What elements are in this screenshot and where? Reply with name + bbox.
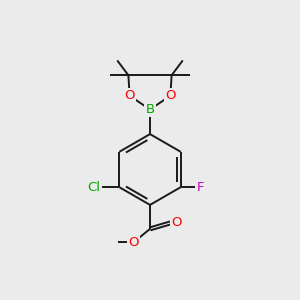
- Text: O: O: [171, 216, 182, 230]
- Text: B: B: [146, 103, 154, 116]
- Text: F: F: [196, 181, 204, 194]
- Text: O: O: [124, 89, 135, 102]
- Text: O: O: [128, 236, 139, 249]
- Text: Cl: Cl: [88, 181, 100, 194]
- Text: O: O: [165, 89, 176, 102]
